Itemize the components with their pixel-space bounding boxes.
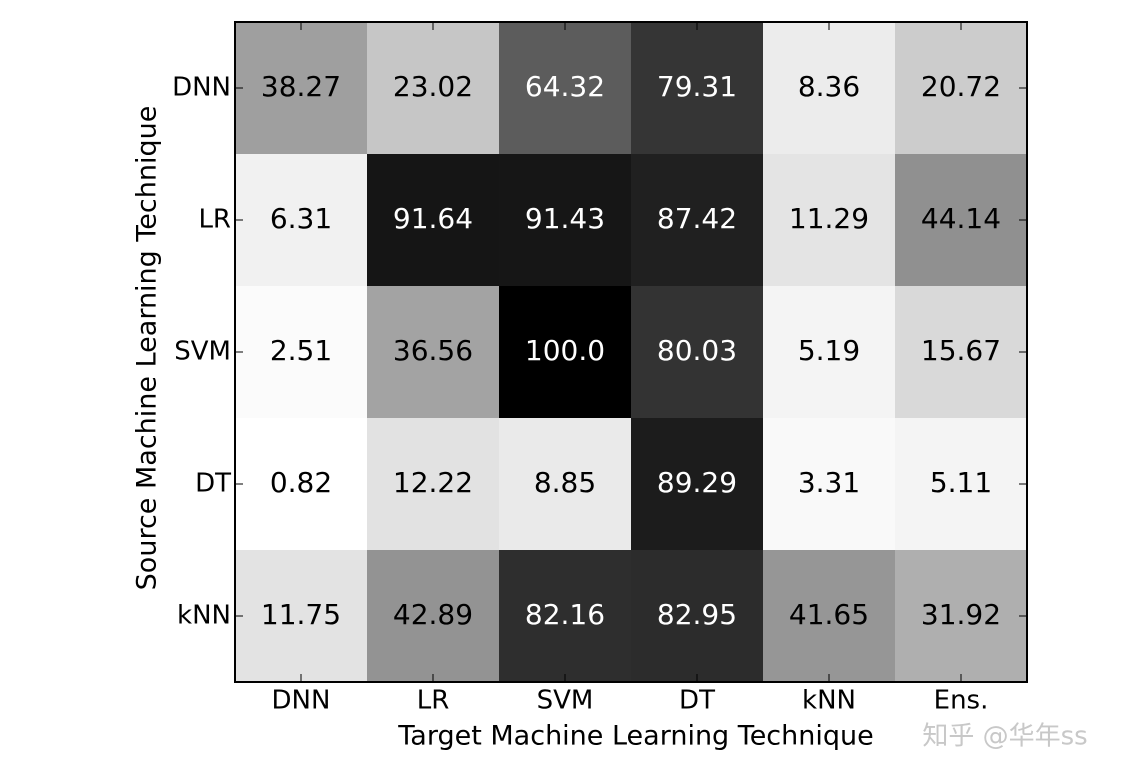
cell-label: 15.67 bbox=[921, 334, 1001, 367]
heatmap-cell bbox=[235, 550, 368, 683]
heatmap-cell bbox=[367, 22, 500, 155]
heatmap-cell bbox=[631, 418, 764, 551]
heatmap-cell bbox=[631, 22, 764, 155]
y-tick-label: DT bbox=[195, 469, 231, 499]
x-tick-label: kNN bbox=[802, 686, 856, 716]
cell-label: 80.03 bbox=[657, 334, 737, 367]
cell-label: 20.72 bbox=[921, 70, 1001, 103]
watermark: 知乎 @华年ss bbox=[922, 722, 1087, 752]
cell-label: 3.31 bbox=[798, 466, 860, 499]
cell-label: 79.31 bbox=[657, 70, 737, 103]
cell-label: 8.85 bbox=[534, 466, 596, 499]
cell-label: 89.29 bbox=[657, 466, 737, 499]
y-tick-label: kNN bbox=[177, 601, 231, 631]
cell-label: 6.31 bbox=[270, 202, 332, 235]
y-tick-label: LR bbox=[198, 205, 231, 235]
heatmap-cell bbox=[499, 154, 632, 287]
cell-label: 82.95 bbox=[657, 598, 737, 631]
x-tick-label: DNN bbox=[272, 686, 331, 716]
heatmap-cell bbox=[499, 22, 632, 155]
heatmap-cell bbox=[235, 22, 368, 155]
cell-label: 44.14 bbox=[921, 202, 1001, 235]
heatmap-cell bbox=[367, 154, 500, 287]
heatmap-cell bbox=[367, 550, 500, 683]
cell-label: 5.11 bbox=[930, 466, 992, 499]
cell-label: 41.65 bbox=[789, 598, 869, 631]
heatmap-cell bbox=[763, 550, 896, 683]
cell-label: 8.36 bbox=[798, 70, 860, 103]
x-tick-label: DT bbox=[679, 686, 715, 716]
cell-label: 36.56 bbox=[393, 334, 473, 367]
y-axis-title: Source Machine Learning Technique bbox=[132, 106, 163, 591]
cell-label: 11.29 bbox=[789, 202, 869, 235]
heatmap-cell bbox=[367, 418, 500, 551]
y-tick-label: SVM bbox=[174, 337, 231, 367]
heatmap-cell bbox=[499, 418, 632, 551]
cell-label: 42.89 bbox=[393, 598, 473, 631]
cell-label: 38.27 bbox=[261, 70, 341, 103]
heatmap-cell bbox=[499, 286, 632, 419]
cell-label: 5.19 bbox=[798, 334, 860, 367]
cell-label: 91.43 bbox=[525, 202, 605, 235]
x-tick-label: Ens. bbox=[934, 686, 989, 716]
cell-label: 12.22 bbox=[393, 466, 473, 499]
heatmap-cell bbox=[235, 154, 368, 287]
x-tick-label: SVM bbox=[537, 686, 594, 716]
heatmap-cell bbox=[499, 550, 632, 683]
cell-label: 11.75 bbox=[261, 598, 341, 631]
heatmap-cell bbox=[631, 550, 764, 683]
cell-label: 2.51 bbox=[270, 334, 332, 367]
heatmap-cell bbox=[763, 418, 896, 551]
cell-label: 0.82 bbox=[270, 466, 332, 499]
heatmap-cell bbox=[895, 22, 1028, 155]
heatmap-cell bbox=[367, 286, 500, 419]
cell-label: 87.42 bbox=[657, 202, 737, 235]
x-axis-title: Target Machine Learning Technique bbox=[397, 721, 873, 752]
heatmap-cell bbox=[763, 286, 896, 419]
heatmap-cell bbox=[235, 286, 368, 419]
heatmap-cell bbox=[895, 286, 1028, 419]
y-tick-label: DNN bbox=[172, 73, 231, 103]
cell-label: 23.02 bbox=[393, 70, 473, 103]
cell-label: 31.92 bbox=[921, 598, 1001, 631]
heatmap-cell bbox=[763, 154, 896, 287]
cell-label: 91.64 bbox=[393, 202, 473, 235]
cell-label: 64.32 bbox=[525, 70, 605, 103]
cell-label: 100.0 bbox=[525, 334, 605, 367]
heatmap-cell bbox=[631, 286, 764, 419]
cell-label: 82.16 bbox=[525, 598, 605, 631]
heatmap-cell bbox=[763, 22, 896, 155]
heatmap-cell bbox=[895, 550, 1028, 683]
heatmap-cell bbox=[235, 418, 368, 551]
heatmap-cell bbox=[895, 154, 1028, 287]
x-tick-label: LR bbox=[417, 686, 450, 716]
heatmap-cell bbox=[895, 418, 1028, 551]
heatmap-cell bbox=[631, 154, 764, 287]
